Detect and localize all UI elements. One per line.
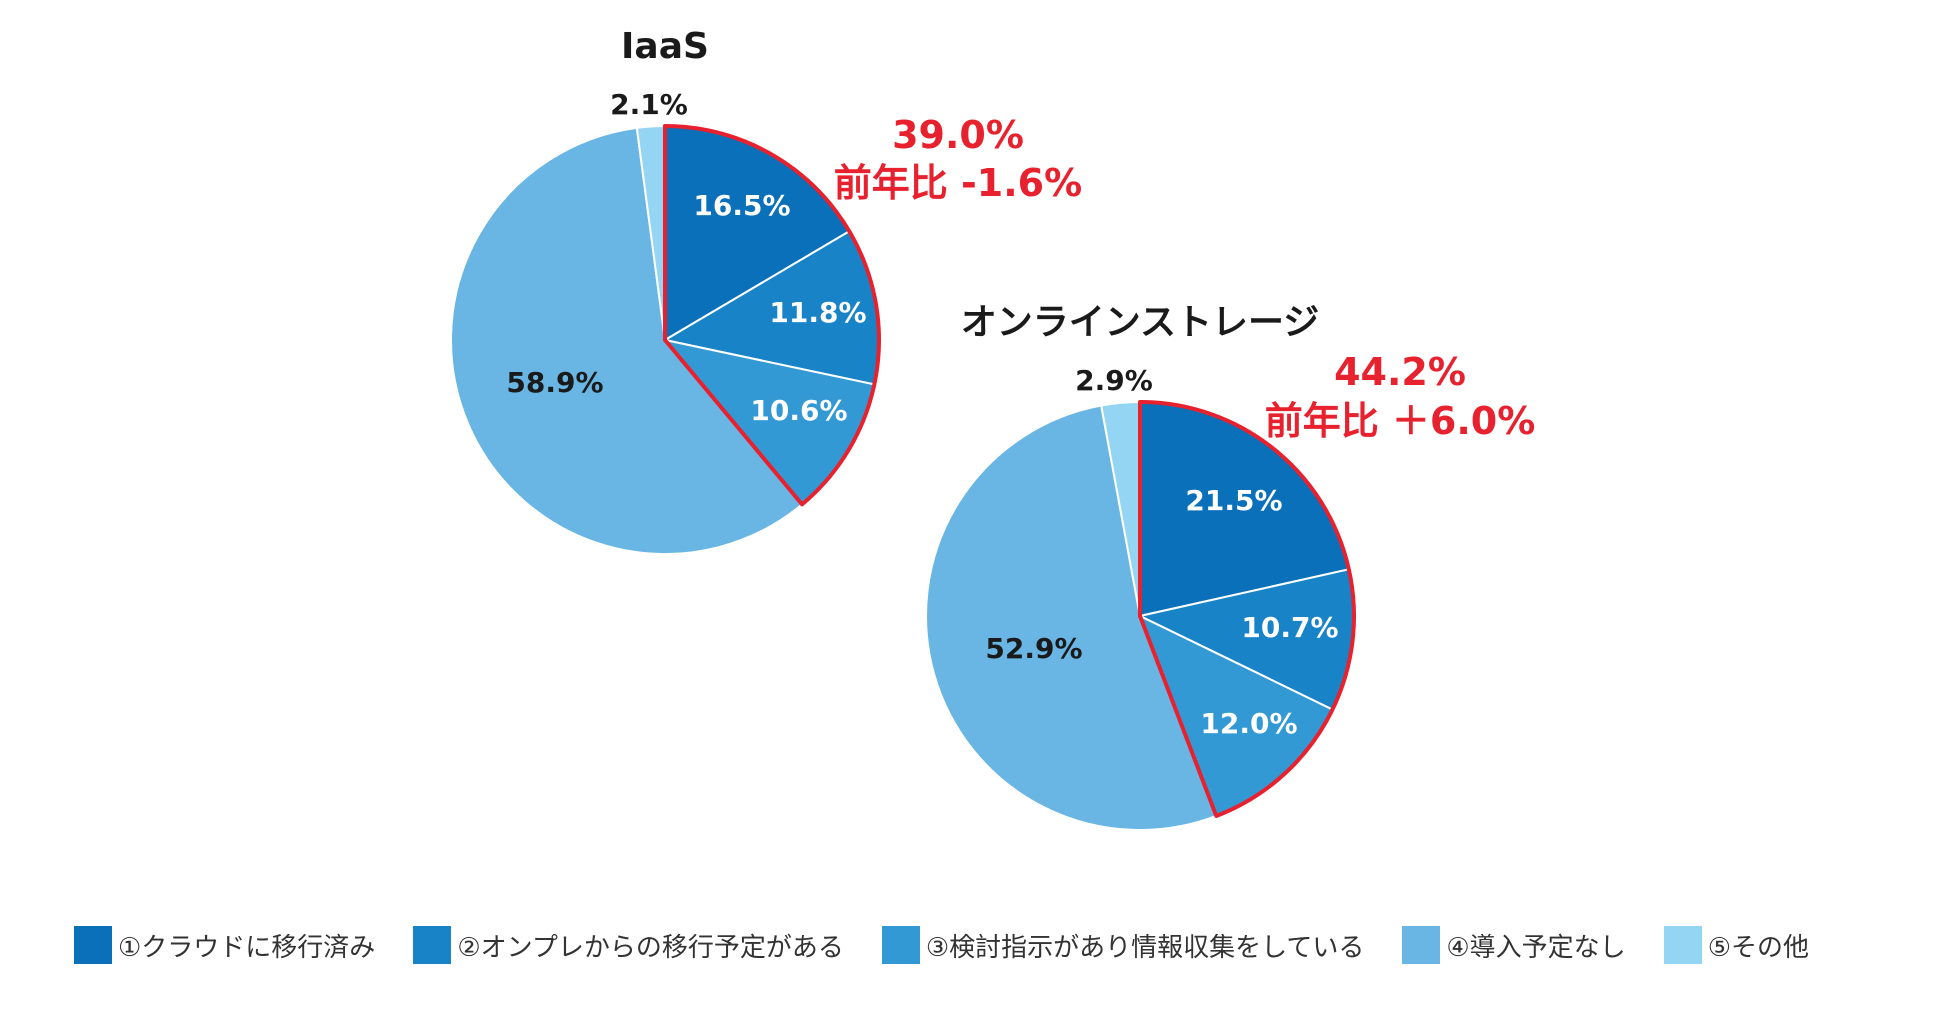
pie-chart-online-storage: オンラインストレージ 21.5% 10.7% 12.0% 52.9% 2.9% 44.2… [925,302,1536,831]
slice-label-other: 2.1% [610,88,688,121]
slice-label-researching: 12.0% [1200,707,1297,740]
highlight-outline-online-storage [1138,400,1356,818]
legend-item: ③検討指示があり情報収集をしている [881,926,1365,964]
pie-slice-no-plan [925,404,1218,831]
legend-label: ①クラウドに移行済み [118,932,376,963]
slice-label-researching: 10.6% [750,394,847,427]
pie-chart-iaas: IaaS 16.5% 11.8% 10.6% 58.9% 2.1% 39.0% 前年比 … [450,26,1082,555]
callout-note-iaas: 前年比 -1.6% [834,161,1082,205]
slice-label-cloud-migrated: 16.5% [693,189,790,222]
callout-note-online-storage: 前年比 ＋6.0% [1265,399,1536,443]
callout-value-iaas: 39.0% [892,113,1024,157]
pie-slices-iaas [450,124,880,555]
legend-swatch [413,926,452,964]
pie-slice-no-plan [450,126,804,555]
legend-item: ⑤その他 [1663,926,1809,964]
slice-labels-online-storage: 21.5% 10.7% 12.0% 52.9% 2.9% [985,364,1338,740]
slice-label-cloud-migrated: 21.5% [1185,484,1282,517]
legend-item: ④導入予定なし [1402,926,1626,964]
legend: ①クラウドに移行済み ②オンプレからの移行予定がある ③検討指示があり情報収集を… [74,926,1847,964]
chart-title-online-storage: オンラインストレージ [961,302,1320,343]
callout-value-online-storage: 44.2% [1334,350,1466,394]
slice-label-other: 2.9% [1075,364,1153,397]
slice-labels-iaas: 16.5% 11.8% 10.6% 58.9% 2.1% [506,88,866,427]
legend-swatch [1663,926,1702,964]
legend-swatch [881,926,920,964]
chart-title-iaas: IaaS [621,26,709,67]
highlight-outline-iaas [663,124,881,507]
slice-label-no-plan: 58.9% [506,366,603,399]
legend-swatch [74,926,112,964]
legend-label: ⑤その他 [1707,932,1809,963]
legend-label: ②オンプレからの移行予定がある [457,932,844,963]
slice-label-planned-migration: 11.8% [769,296,866,329]
slice-label-no-plan: 52.9% [985,632,1082,665]
legend-item: ①クラウドに移行済み [74,926,375,964]
legend-item: ②オンプレからの移行予定がある [413,926,844,964]
legend-label: ④導入予定なし [1446,932,1626,963]
slice-label-planned-migration: 10.7% [1241,611,1338,644]
legend-swatch [1402,926,1441,964]
legend-label: ③検討指示があり情報収集をしている [925,932,1365,963]
